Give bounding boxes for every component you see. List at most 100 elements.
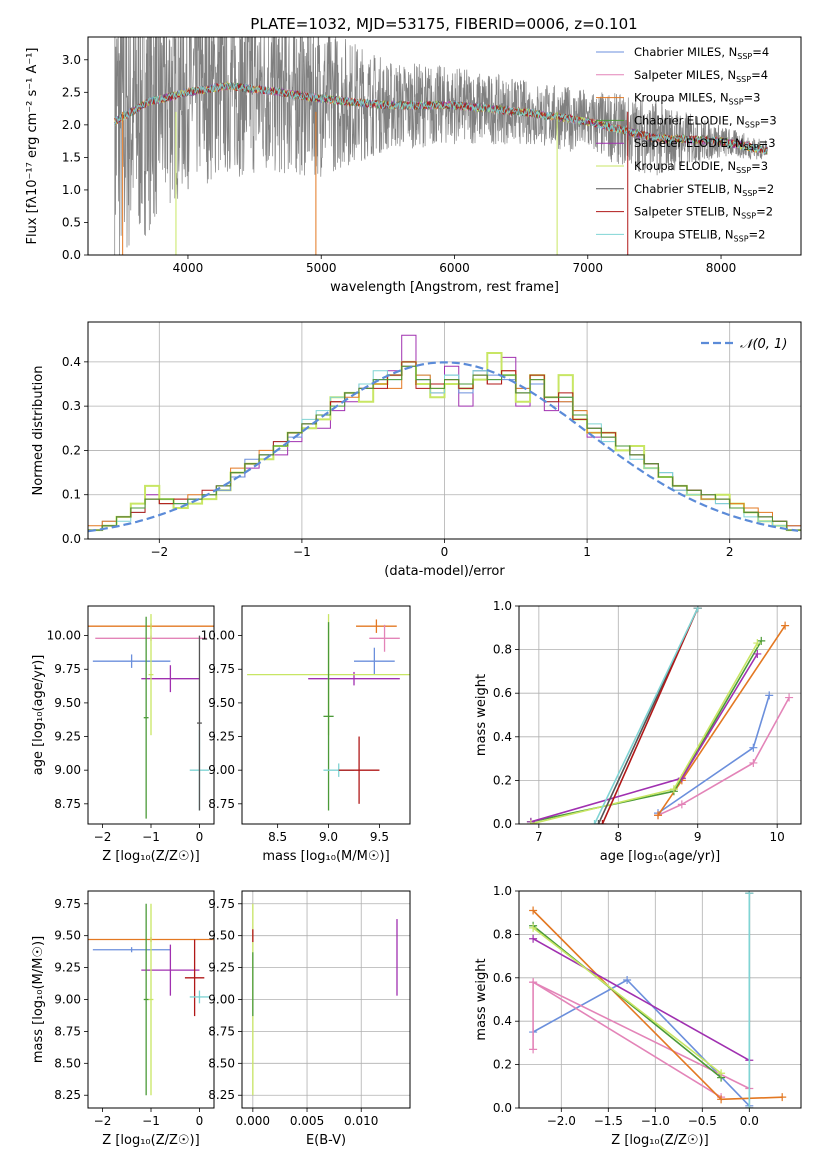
legend-label-sub: SSP <box>736 75 751 84</box>
series-point <box>749 758 758 767</box>
legend-label: Salpeter STELIB, NSSP=2 <box>634 205 773 221</box>
series-point <box>745 891 754 898</box>
legend-label-sub: SSP <box>744 143 759 152</box>
y-tick-label: 1.0 <box>493 884 512 898</box>
x-tick-label: −2 <box>94 830 112 844</box>
legend-label-base: Kroupa MILES, N <box>634 91 729 105</box>
y-tick-label: 8.75 <box>208 1024 235 1038</box>
x-tick-label: 2 <box>726 545 734 559</box>
y-tick-label: 8.50 <box>208 1056 235 1070</box>
y-tick-label: 0.6 <box>493 686 512 700</box>
age-vs-mass-panel: 8.5 9.0 9.5 8.75 9.00 9.25 9.50 9.75 10.00 mass [… <box>201 605 411 864</box>
y-tick-label: 0.4 <box>62 355 81 369</box>
legend-label: Kroupa STELIB, NSSP=2 <box>634 227 765 243</box>
y-tick-label: 9.50 <box>208 929 235 943</box>
series-point <box>623 975 632 984</box>
y-tick-label: 9.25 <box>54 730 81 744</box>
legend-label-suffix: =4 <box>751 68 768 82</box>
legend-label-base: Kroupa STELIB, N <box>634 227 734 241</box>
y-axis-label: mass weight <box>474 958 489 1040</box>
y-tick-label: 9.25 <box>208 730 235 744</box>
y-tick-label: 0.0 <box>62 248 81 262</box>
y-tick-label: 9.00 <box>208 763 235 777</box>
x-tick-label: 0.000 <box>236 1114 270 1128</box>
y-tick-label: 8.50 <box>54 1056 81 1070</box>
mass-weight-vs-metallicity-panel: −2.0 −1.5 −1.0 −0.5 0.0 0.0 0.2 0.4 0.6 0.8 1.0 Z [… <box>474 884 802 1148</box>
legend-label-sub: SSP <box>745 120 760 129</box>
x-tick-label: −1 <box>142 1114 160 1128</box>
legend-label-sub: SSP <box>741 212 756 221</box>
legend-label: Salpeter MILES, NSSP=4 <box>634 68 768 84</box>
y-tick-label: 0.0 <box>493 1101 512 1115</box>
series-point <box>753 649 762 658</box>
x-axis-label: (data-model)/error <box>384 564 505 579</box>
legend-label-sub: SSP <box>729 98 744 107</box>
series-point <box>785 693 794 702</box>
y-tick-label: 9.00 <box>54 763 81 777</box>
legend-label: Chabrier ELODIE, NSSP=3 <box>634 113 777 129</box>
y-tick-label: 0.5 <box>62 215 81 229</box>
series-point <box>529 1045 538 1054</box>
series-line <box>532 927 722 1074</box>
legend-label-suffix: =3 <box>744 91 761 105</box>
series-line <box>657 697 790 817</box>
legend-label-base: Salpeter MILES, N <box>634 68 736 82</box>
y-tick-label: 0.2 <box>493 773 512 787</box>
legend-label-suffix: =2 <box>756 205 773 219</box>
legend-label-base: Chabrier MILES, N <box>634 45 737 59</box>
x-tick-label: 5000 <box>306 261 337 275</box>
x-axis-label: mass [log₁₀(M/M☉)] <box>262 849 389 864</box>
x-axis-label: wavelength [Angstrom, rest frame] <box>330 280 559 295</box>
series-point <box>753 639 762 648</box>
legend-label-suffix: =3 <box>751 159 768 173</box>
y-tick-label: 9.25 <box>208 961 235 975</box>
y-tick-label: 10.00 <box>47 629 81 643</box>
y-tick-label: 9.25 <box>54 961 81 975</box>
plot-area <box>88 903 214 1096</box>
y-tick-label: 9.75 <box>208 662 235 676</box>
series-point <box>529 934 538 943</box>
x-tick-label: 9 <box>694 830 702 844</box>
x-tick-label: 0.010 <box>344 1114 378 1128</box>
legend-label-base: Salpeter STELIB, N <box>634 205 741 219</box>
x-tick-label: 4000 <box>173 261 204 275</box>
series-point <box>765 691 774 700</box>
x-tick-label: 9.5 <box>370 830 389 844</box>
y-tick-label: 0.4 <box>493 730 512 744</box>
series-point <box>590 820 599 824</box>
x-tick-label: −1 <box>142 830 160 844</box>
y-tick-label: 9.75 <box>54 662 81 676</box>
x-axis-label: Z [log₁₀(Z/Z☉)] <box>102 849 199 864</box>
plot-area <box>252 903 398 1096</box>
x-tick-label: 10 <box>770 830 785 844</box>
series-line <box>593 607 699 824</box>
observed-spectrum <box>114 37 768 255</box>
y-tick-label: 2.5 <box>62 85 81 99</box>
mass-vs-metallicity-panel: −2 −1 0 8.25 8.50 8.75 9.00 9.25 9.50 9.75 Z [log₁… <box>31 890 215 1148</box>
x-tick-label: −1.5 <box>594 1114 623 1128</box>
plot-area <box>526 606 794 824</box>
y-tick-label: 1.0 <box>62 183 81 197</box>
x-tick-label: −2 <box>94 1114 112 1128</box>
x-axis-label: age [log₁₀(age/yr)] <box>600 849 721 864</box>
series-point <box>717 1095 726 1104</box>
legend-label-base: Chabrier ELODIE, N <box>634 113 745 127</box>
x-tick-label: 0 <box>441 545 449 559</box>
y-tick-label: 10.00 <box>201 629 235 643</box>
legend-label: Chabrier STELIB, NSSP=2 <box>634 182 774 198</box>
series-point <box>526 820 535 824</box>
series-point <box>594 820 603 824</box>
y-tick-label: 0.4 <box>493 1014 512 1028</box>
y-tick-label: 0.1 <box>62 488 81 502</box>
model-spectrum-kroupa-stelib <box>114 82 768 156</box>
series-point <box>778 1093 787 1102</box>
y-axis-label: mass weight <box>474 674 489 756</box>
y-tick-label: 9.75 <box>208 897 235 911</box>
y-axis-label: age [log₁₀(age/yr)] <box>31 655 46 776</box>
series-point <box>693 606 702 613</box>
y-axis-label: mass [log₁₀(M/M☉)] <box>31 936 46 1063</box>
y-tick-label: 3.0 <box>62 53 81 67</box>
series-point <box>717 1069 726 1078</box>
legend-label: Salpeter ELODIE, NSSP=3 <box>634 136 776 152</box>
plot-area <box>114 37 768 255</box>
